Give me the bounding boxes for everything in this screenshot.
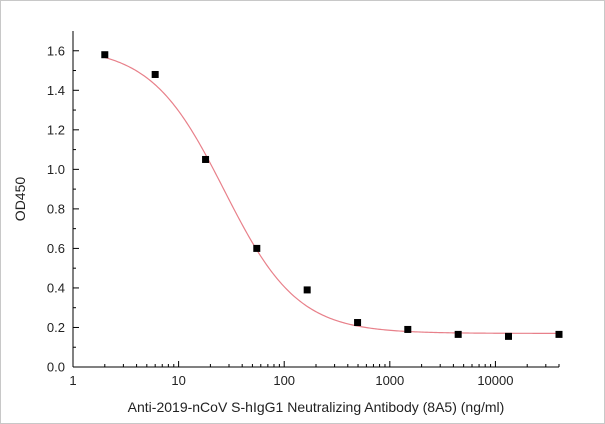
x-ticks: 1 10 100 1000 10000 [69, 361, 560, 388]
fit-curve-layer [104, 56, 559, 334]
data-point [253, 244, 261, 252]
y-tick-label: 0.4 [47, 280, 65, 295]
x-tick-label: 100 [273, 373, 295, 388]
data-point [303, 286, 311, 294]
data-point [404, 325, 412, 333]
y-tick-label: 1.2 [47, 122, 65, 137]
y-tick-label: 1.0 [47, 162, 65, 177]
data-points-layer [101, 51, 563, 340]
y-tick-label: 1.6 [47, 43, 65, 58]
x-axis-title: Anti-2019-nCoV S-hIgG1 Neutralizing Anti… [128, 399, 505, 415]
y-tick-label: 0.2 [47, 320, 65, 335]
y-ticks: 0.0 0.2 0.4 0.6 0.8 1.0 1.2 1.4 1.6 [47, 43, 79, 375]
data-point [454, 330, 462, 338]
data-point [151, 70, 159, 78]
y-tick-label: 0.6 [47, 241, 65, 256]
data-point [555, 330, 563, 338]
data-point [101, 51, 109, 59]
y-axis-title: OD450 [12, 177, 28, 222]
data-point [504, 332, 512, 340]
x-tick-label: 1 [69, 373, 76, 388]
fit-curve [104, 56, 559, 334]
y-tick-label: 1.4 [47, 83, 65, 98]
x-tick-label: 10 [171, 373, 185, 388]
data-point [354, 319, 362, 327]
x-tick-label: 10000 [477, 373, 513, 388]
y-tick-label: 0.8 [47, 201, 65, 216]
data-point [202, 155, 210, 163]
y-tick-label: 0.0 [47, 360, 65, 375]
axes [72, 31, 559, 368]
x-tick-label: 1000 [375, 373, 404, 388]
